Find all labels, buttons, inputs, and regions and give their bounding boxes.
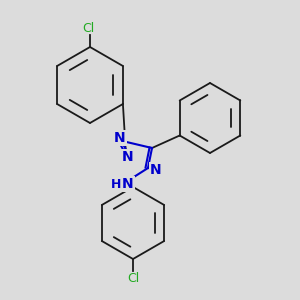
Text: N: N bbox=[150, 163, 162, 177]
Text: N: N bbox=[122, 177, 134, 191]
Text: Cl: Cl bbox=[82, 22, 94, 35]
Text: N: N bbox=[114, 131, 126, 145]
Text: Cl: Cl bbox=[127, 272, 139, 284]
Text: N: N bbox=[122, 150, 134, 164]
Text: H: H bbox=[111, 178, 121, 190]
